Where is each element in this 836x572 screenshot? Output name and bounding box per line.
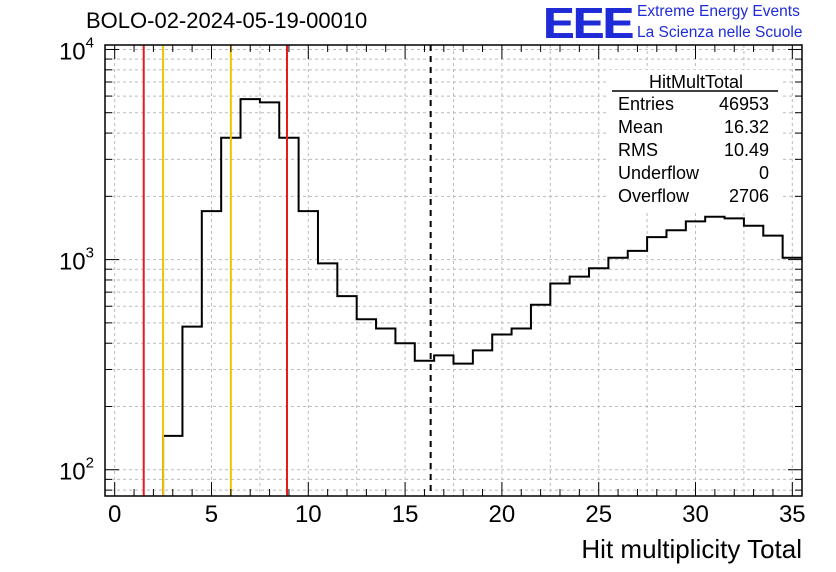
histogram-bin xyxy=(434,355,453,496)
histogram-bin xyxy=(647,237,666,496)
logo-line-2: La Scienza nelle Scuole xyxy=(637,24,803,41)
histogram-bin xyxy=(744,226,763,496)
histogram-bin xyxy=(570,277,589,496)
histogram-bin xyxy=(260,102,279,496)
axes: 0 5 10 15 20 25 30 35 102 103 104 xyxy=(59,34,806,528)
histogram-bin xyxy=(705,217,724,496)
y-tick-label: 102 xyxy=(59,455,94,486)
histogram-bin xyxy=(473,350,492,496)
eee-logo: EEE xyxy=(543,0,633,48)
x-tick-label: 0 xyxy=(108,501,121,528)
stats-row-value: 46953 xyxy=(719,94,769,114)
histogram-bin xyxy=(241,99,260,496)
stats-row-label: Mean xyxy=(618,117,663,137)
histogram-bin xyxy=(512,329,531,496)
stats-row-value: 0 xyxy=(759,163,769,183)
histogram-outline xyxy=(162,98,802,496)
histogram-bin xyxy=(376,329,395,496)
logo-line-1: Extreme Energy Events xyxy=(637,3,800,20)
histogram-bin xyxy=(279,138,298,496)
stats-title: HitMultTotal xyxy=(649,72,743,92)
histogram xyxy=(162,98,802,496)
histogram-bin xyxy=(666,230,685,496)
vertical-marker-lines xyxy=(142,45,432,496)
stats-row-label: Underflow xyxy=(618,163,700,183)
histogram-bin xyxy=(454,364,473,496)
stats-row-label: Entries xyxy=(618,94,674,114)
x-tick-label: 20 xyxy=(489,501,516,528)
x-tick-label: 30 xyxy=(682,501,709,528)
stats-row-value: 2706 xyxy=(729,186,769,206)
stats-row-label: RMS xyxy=(618,140,658,160)
x-tick-label: 5 xyxy=(205,501,218,528)
histogram-bin xyxy=(337,296,356,496)
y-tick-label: 103 xyxy=(59,245,94,276)
histogram-bin xyxy=(163,436,182,496)
x-tick-label: 15 xyxy=(392,501,419,528)
plot-frame xyxy=(104,44,803,497)
histogram-bin xyxy=(182,327,201,496)
histogram-bin xyxy=(318,263,337,496)
x-tick-label: 25 xyxy=(585,501,612,528)
y-tick-label: 104 xyxy=(59,34,94,65)
histogram-bin xyxy=(550,283,569,496)
histogram-bin xyxy=(608,258,627,496)
histogram-bin xyxy=(628,251,647,496)
stats-row-value: 10.49 xyxy=(724,140,769,160)
histogram-bin xyxy=(763,236,782,496)
x-axis-label: Hit multiplicity Total xyxy=(581,534,802,564)
grid xyxy=(105,45,802,496)
stats-box-bg xyxy=(608,70,780,210)
x-tick-label: 10 xyxy=(295,501,322,528)
run-title: BOLO-02-2024-05-19-00010 xyxy=(86,8,368,33)
stats-row-value: 16.32 xyxy=(724,117,769,137)
histogram-bin xyxy=(531,305,550,496)
stats-row-label: Overflow xyxy=(618,186,690,206)
x-tick-label: 35 xyxy=(779,501,806,528)
